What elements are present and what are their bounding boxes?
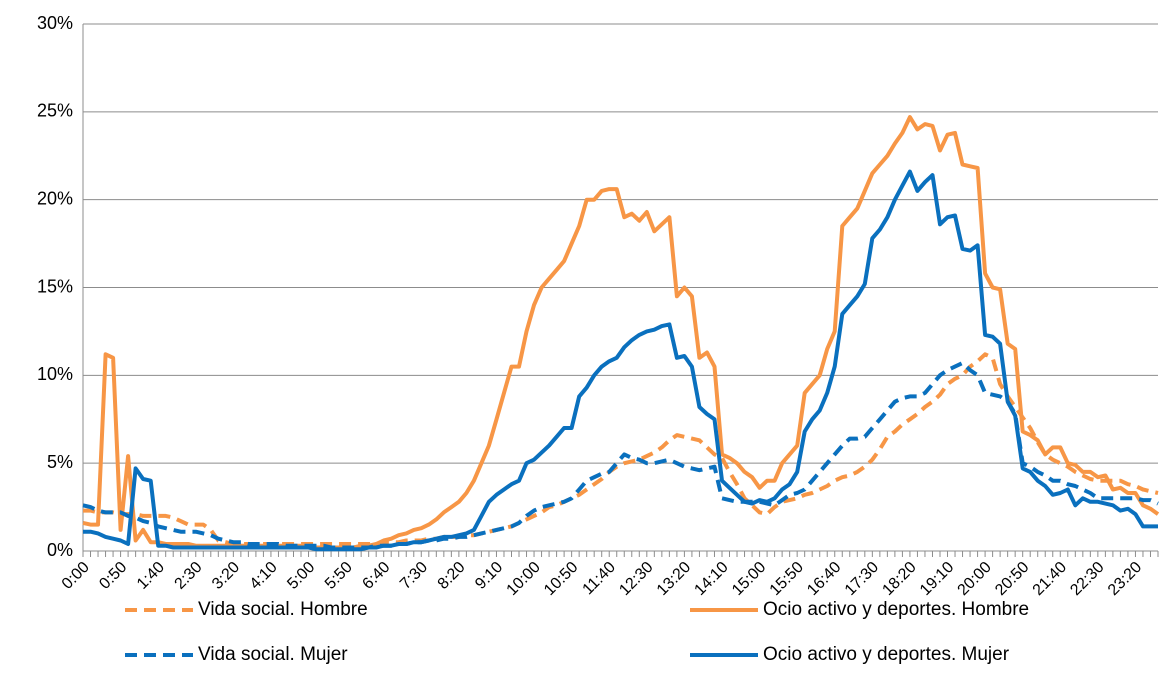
x-tick-label: 7:30 xyxy=(397,559,431,593)
x-tick-label: 19:10 xyxy=(917,559,957,599)
legend-label: Vida social. Hombre xyxy=(198,599,368,620)
x-tick-label: 20:00 xyxy=(955,559,995,599)
y-tick-label: 25% xyxy=(37,101,73,121)
y-tick-label: 20% xyxy=(37,188,73,208)
legend-label: Vida social. Mujer xyxy=(198,644,348,665)
y-tick-label: 5% xyxy=(47,452,73,472)
x-tick-label: 12:30 xyxy=(616,559,656,599)
x-tick-label: 13:20 xyxy=(654,559,694,599)
y-tick-label: 0% xyxy=(47,540,73,560)
series-line xyxy=(83,169,1158,552)
series-line xyxy=(82,361,1159,550)
x-tick-label: 23:20 xyxy=(1105,559,1145,599)
x-tick-label: 11:40 xyxy=(580,559,620,599)
x-tick-label: 2:30 xyxy=(172,559,206,593)
legend-label: Ocio activo y deportes. Hombre xyxy=(763,599,1029,620)
x-tick-label: 21:40 xyxy=(1030,559,1070,599)
x-tick-label: 10:00 xyxy=(504,559,544,599)
x-tick-label: 9:10 xyxy=(472,559,506,593)
x-tick-label: 17:30 xyxy=(842,559,882,599)
x-tick-label: 15:50 xyxy=(767,559,807,599)
x-tick-label: 5:00 xyxy=(284,559,318,593)
x-tick-label: 4:10 xyxy=(247,559,281,593)
x-tick-label: 18:20 xyxy=(879,559,919,599)
x-tick-label: 14:10 xyxy=(691,559,731,599)
y-tick-label: 15% xyxy=(37,276,73,296)
x-tick-label: 0:50 xyxy=(96,559,130,593)
series-line xyxy=(82,115,1160,550)
x-tick-label: 1:40 xyxy=(134,559,168,593)
y-tick-label: 30% xyxy=(37,13,73,33)
x-tick-label: 16:40 xyxy=(804,559,844,599)
x-tick-label: 10:50 xyxy=(541,559,581,599)
x-tick-label: 22:30 xyxy=(1067,559,1107,599)
x-tick-label: 6:40 xyxy=(359,559,393,593)
x-tick-label: 15:00 xyxy=(729,559,769,599)
y-tick-label: 10% xyxy=(37,364,73,384)
legend-label: Ocio activo y deportes. Mujer xyxy=(763,644,1010,665)
x-tick-label: 5:50 xyxy=(322,559,356,593)
x-tick-label: 20:50 xyxy=(992,559,1032,599)
x-tick-label: 0:00 xyxy=(59,559,93,593)
series-line xyxy=(83,352,1159,546)
x-tick-label: 3:20 xyxy=(209,559,243,593)
x-tick-label: 8:20 xyxy=(435,559,469,593)
